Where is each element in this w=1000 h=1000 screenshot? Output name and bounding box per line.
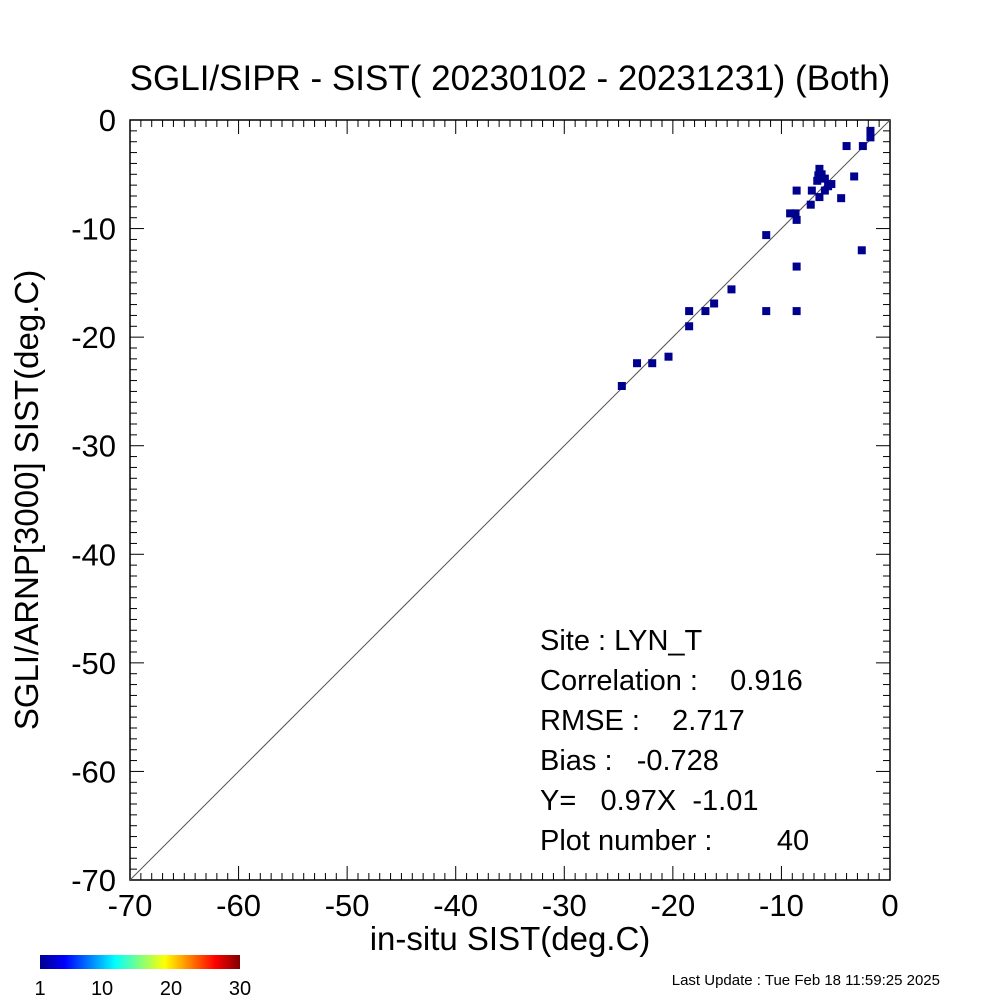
- data-point: [792, 186, 801, 195]
- colorbar-ticks: 1 10 20 30: [34, 978, 251, 1000]
- x-tick-label: -10: [759, 888, 804, 923]
- stats-regression: Y= 0.97X -1.01: [540, 785, 758, 817]
- colorbar-tick-label: 10: [91, 978, 113, 1000]
- data-point: [815, 164, 824, 173]
- data-point: [617, 382, 626, 390]
- colorbar-tick-label: 20: [160, 978, 182, 1000]
- y-tick-label: -30: [71, 429, 116, 464]
- data-point: [685, 307, 694, 316]
- data-point: [815, 193, 824, 202]
- data-point: [762, 307, 771, 316]
- data-point: [824, 182, 833, 191]
- plot-area: -70 -60 -50 -40 -30 -20 -10 0 0 -10 -20 -30 -40 -50 -6…: [71, 103, 898, 923]
- data-point: [866, 133, 875, 142]
- x-tick-label: -70: [108, 888, 153, 923]
- data-point: [820, 174, 829, 183]
- data-point: [633, 359, 642, 368]
- data-point: [820, 186, 829, 195]
- x-tick-label: -30: [542, 888, 587, 923]
- last-update-text: Last Update : Tue Feb 18 11:59:25 2025: [672, 972, 940, 989]
- colorbar-tick-label: 30: [229, 978, 251, 1000]
- data-point: [710, 299, 719, 308]
- x-tick-label: -40: [433, 888, 478, 923]
- data-point: [850, 172, 859, 181]
- data-point: [813, 176, 822, 185]
- data-point: [857, 246, 866, 255]
- stats-correlation: Correlation : 0.916: [540, 665, 803, 697]
- y-tick-label: -70: [71, 863, 116, 898]
- data-point: [837, 194, 846, 203]
- x-tick-label: -20: [650, 888, 695, 923]
- y-tick-label: 0: [99, 103, 116, 138]
- data-point: [806, 200, 815, 209]
- chart-title: SGLI/SIPR - SIST( 20230102 - 20231231) (…: [130, 59, 891, 98]
- data-point: [814, 171, 823, 180]
- data-point: [858, 142, 867, 151]
- stats-rmse: RMSE : 2.717: [540, 705, 745, 737]
- data-point: [786, 209, 795, 218]
- data-point: [807, 186, 816, 195]
- data-point: [685, 322, 694, 331]
- stats-bias: Bias : -0.728: [540, 745, 719, 777]
- data-point: [866, 126, 875, 135]
- data-point: [648, 359, 657, 368]
- y-tick-label: -50: [71, 646, 116, 681]
- one-to-one-line: [129, 119, 891, 881]
- y-tick-label: -40: [71, 537, 116, 572]
- y-tick-label: -20: [71, 320, 116, 355]
- data-point: [842, 142, 851, 151]
- x-tick-label: -50: [325, 888, 370, 923]
- stats-site: Site : LYN_T: [540, 625, 703, 657]
- data-point: [664, 352, 673, 361]
- colorbar: [40, 955, 240, 969]
- stats-plot-number: Plot number : 40: [540, 825, 809, 857]
- data-point: [791, 209, 800, 218]
- data-point: [792, 307, 801, 316]
- x-tick-label: 0: [881, 888, 898, 923]
- data-point: [792, 262, 801, 271]
- x-tick-label: -60: [216, 888, 261, 923]
- data-point: [727, 285, 736, 294]
- y-axis-label: SGLI/ARNP[3000] SIST(deg.C): [8, 270, 45, 730]
- y-tick-label: -60: [71, 754, 116, 789]
- colorbar-tick-label: 1: [34, 978, 45, 1000]
- y-tick-label: -10: [71, 212, 116, 247]
- data-point: [701, 307, 710, 316]
- data-point: [762, 231, 771, 240]
- x-axis-label: in-situ SIST(deg.C): [370, 920, 651, 957]
- data-point: [792, 215, 801, 224]
